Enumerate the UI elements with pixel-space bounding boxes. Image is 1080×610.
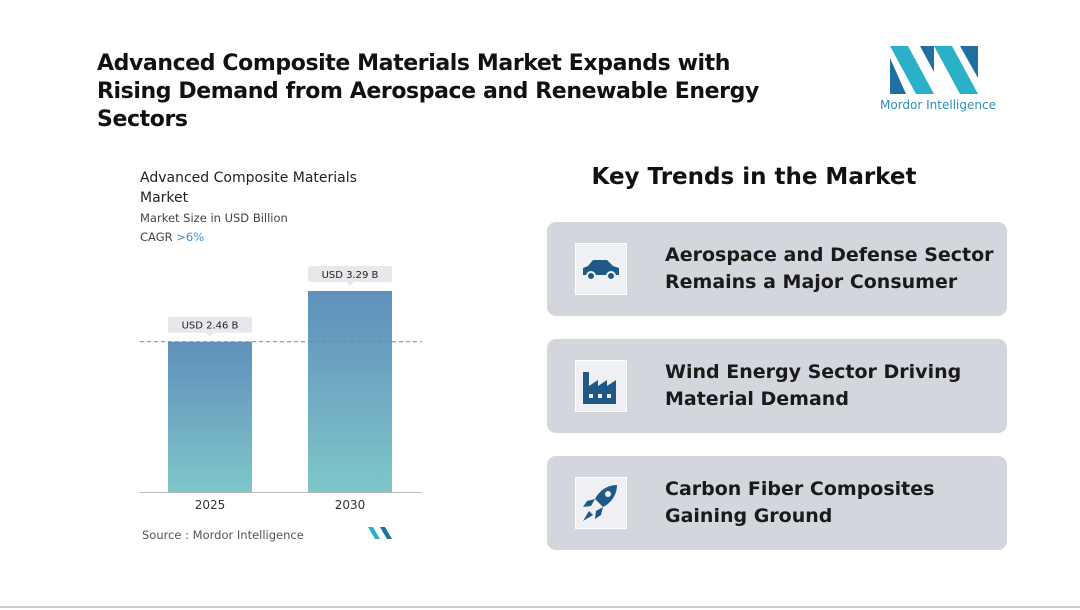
trends-title: Key Trends in the Market — [591, 164, 917, 190]
value-label-box — [308, 266, 392, 282]
chart-subtitle: Market Size in USD Billion — [140, 211, 288, 225]
x-tick-label: 2025 — [195, 498, 226, 512]
value-label-pointer — [346, 282, 354, 286]
trend-text: Aerospace and Defense Sector Remains a M… — [665, 244, 994, 293]
icon-car — [575, 243, 627, 295]
chart: 2025 USD 2.46 B 2030 USD 3.29 B — [140, 266, 422, 539]
trend-card: Aerospace and Defense Sector Remains a M… — [547, 222, 1007, 316]
cagr: CAGR >6% — [140, 230, 204, 244]
icon-factory — [575, 360, 627, 412]
logo-text: Mordor Intelligence — [880, 98, 996, 112]
trend-card: Carbon Fiber Composites Gaining Ground — [547, 456, 1007, 550]
cagr-value: >6% — [176, 230, 205, 244]
value-label-box — [168, 316, 252, 333]
icon-rocket — [575, 477, 627, 529]
cagr-label: CAGR — [140, 230, 173, 244]
value-label: USD 3.29 B — [322, 270, 379, 281]
value-label: USD 2.46 B — [182, 321, 239, 332]
bar — [168, 341, 252, 492]
bar — [308, 291, 392, 492]
x-tick-label: 2030 — [335, 498, 366, 512]
trend-text: Wind Energy Sector Driving Material Dema… — [665, 361, 962, 410]
source-logo — [368, 527, 392, 539]
trend-text: Carbon Fiber Composites Gaining Ground — [665, 478, 935, 527]
value-label-pointer — [206, 332, 214, 337]
logo-mark — [890, 46, 978, 94]
chart-title: Advanced Composite Materials Market — [140, 170, 357, 206]
source: Source : Mordor Intelligence — [142, 528, 304, 542]
page-title: Advanced Composite Materials Market Expa… — [97, 51, 759, 132]
trend-card: Wind Energy Sector Driving Material Dema… — [547, 339, 1007, 433]
bottom-rule — [0, 606, 1080, 608]
